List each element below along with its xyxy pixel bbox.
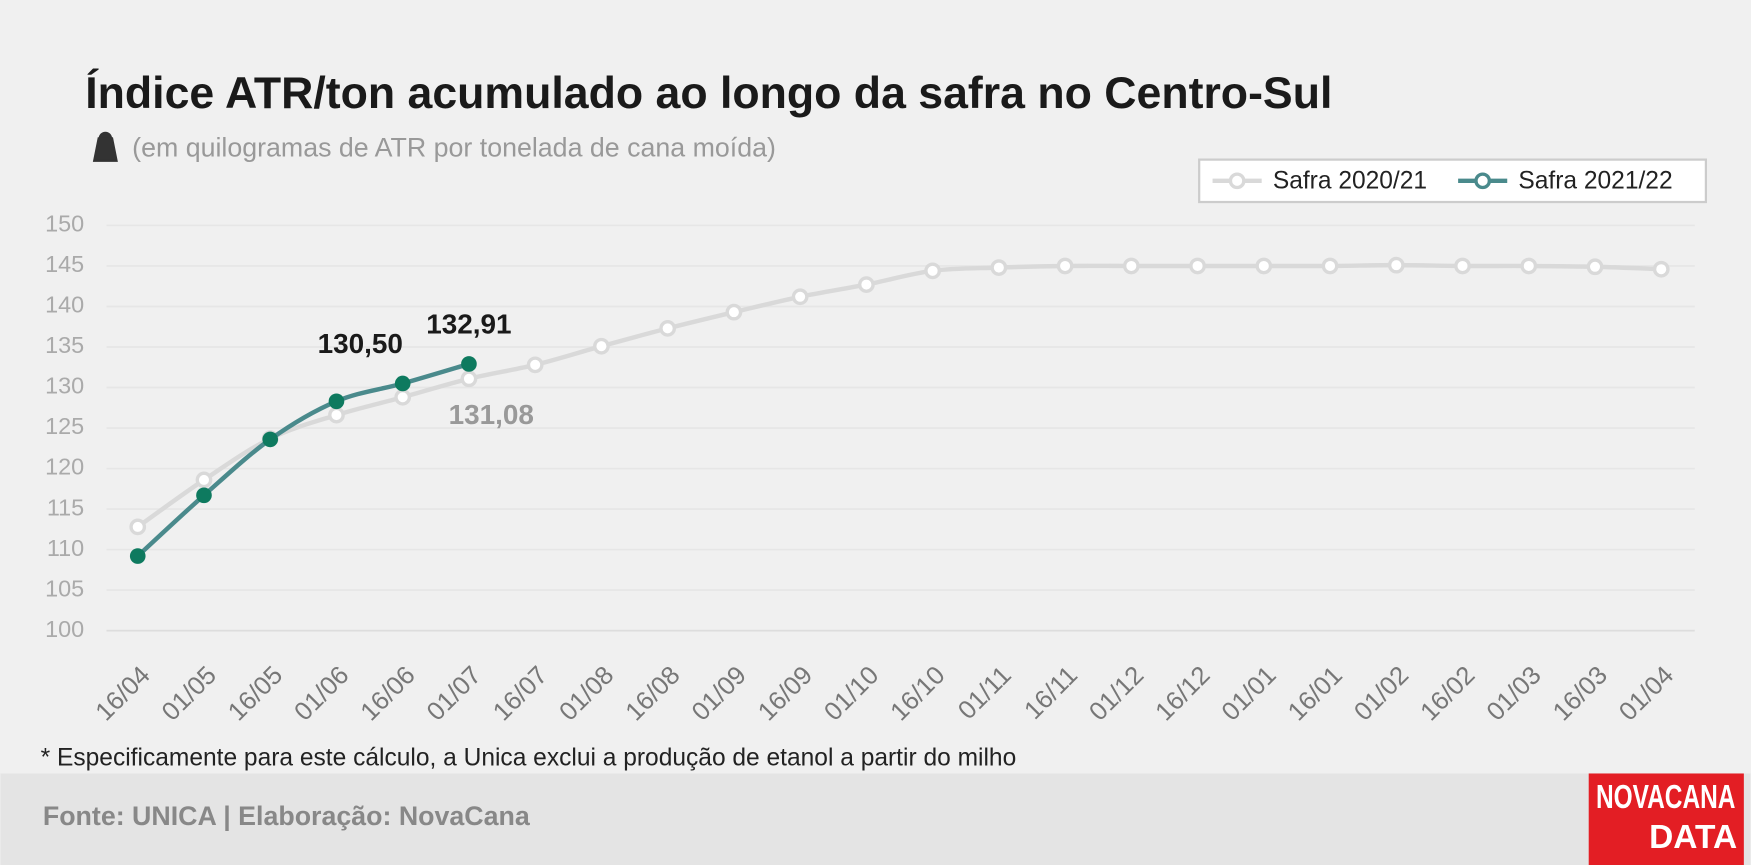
point (1454, 257, 1471, 275)
point (858, 276, 875, 293)
y-tick-label: 115 (47, 494, 84, 520)
y-tick-label: 110 (47, 535, 84, 561)
y-tick-label: 125 (45, 413, 84, 439)
point (1321, 257, 1339, 275)
chart-title: Índice ATR/ton acumulado ao longo da saf… (85, 68, 1332, 118)
legend-marker (1474, 172, 1492, 190)
legend-label: Safra 2020/21 (1273, 167, 1427, 194)
footnote: * Especificamente para este cálculo, a U… (41, 744, 1017, 771)
point (1255, 257, 1273, 275)
point (195, 471, 213, 489)
point (1122, 257, 1140, 275)
value-label: 132,91 (426, 308, 511, 339)
point (328, 406, 345, 424)
weight-icon (92, 131, 118, 162)
value-label: 131,08 (449, 399, 534, 430)
point (791, 288, 809, 306)
point (460, 370, 478, 388)
logo-box (1588, 773, 1744, 865)
y-tick-label: 135 (45, 332, 84, 358)
point (526, 356, 544, 374)
value-label: 130,50 (318, 328, 403, 359)
legend-label: Safra 2021/22 (1518, 167, 1672, 194)
point (196, 487, 212, 504)
point (394, 375, 411, 392)
logo-text: DATA (1649, 819, 1737, 856)
point (659, 319, 677, 337)
point (1387, 256, 1405, 274)
y-tick-label: 100 (45, 616, 84, 642)
point (924, 262, 941, 280)
logo-text: NOVACANA (1596, 779, 1736, 816)
footer-bar (0, 773, 1751, 865)
y-tick-label: 150 (45, 211, 84, 237)
point (1520, 257, 1538, 275)
source: Fonte: UNICA | Elaboração: NovaCana (43, 801, 531, 831)
legend-box (1198, 158, 1708, 204)
point (129, 518, 147, 536)
point (593, 337, 610, 355)
point (725, 303, 743, 321)
point (328, 393, 345, 410)
subtitle: (em quilogramas de ATR por tonelada de c… (132, 133, 776, 163)
y-tick-label: 140 (45, 292, 84, 318)
point (1189, 257, 1206, 275)
y-tick-label: 120 (45, 454, 84, 480)
point (990, 259, 1008, 276)
point (262, 431, 279, 448)
y-tick-label: 105 (45, 575, 84, 601)
legend-marker (1228, 172, 1246, 190)
y-tick-label: 145 (45, 251, 84, 277)
y-tick-label: 130 (45, 373, 84, 399)
point (1056, 257, 1074, 275)
point (1586, 258, 1604, 276)
point (394, 388, 412, 406)
point (129, 548, 146, 564)
point (1652, 260, 1670, 278)
point (461, 356, 477, 372)
